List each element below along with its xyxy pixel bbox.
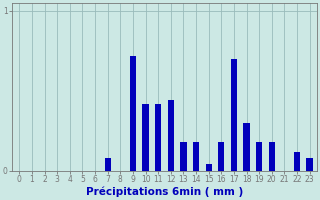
Bar: [256, 142, 262, 171]
Bar: [155, 104, 161, 171]
Bar: [231, 59, 237, 171]
Bar: [130, 56, 136, 171]
Bar: [193, 142, 199, 171]
Bar: [218, 142, 224, 171]
Bar: [307, 158, 313, 171]
X-axis label: Précipitations 6min ( mm ): Précipitations 6min ( mm ): [86, 187, 243, 197]
Bar: [205, 164, 212, 171]
Bar: [268, 142, 275, 171]
Bar: [105, 158, 111, 171]
Bar: [244, 123, 250, 171]
Bar: [142, 104, 149, 171]
Bar: [180, 142, 187, 171]
Bar: [168, 100, 174, 171]
Bar: [294, 152, 300, 171]
